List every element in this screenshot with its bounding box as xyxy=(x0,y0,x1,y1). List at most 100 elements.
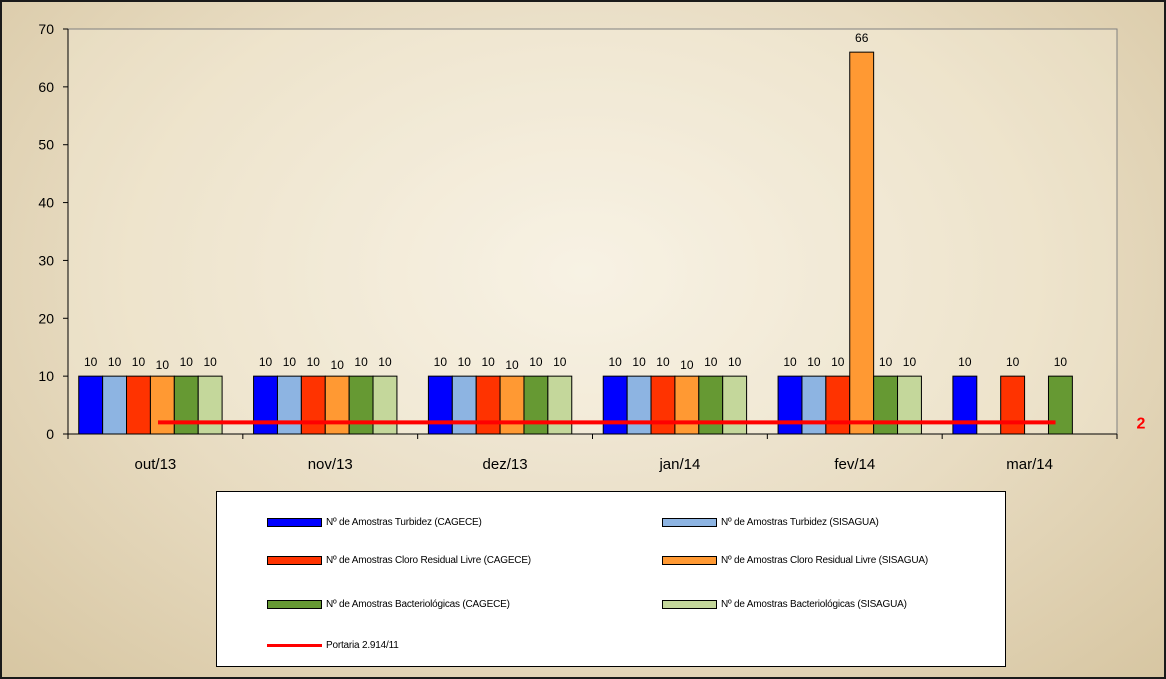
y-tick-label: 0 xyxy=(46,426,54,442)
x-tick-label: fev/14 xyxy=(834,456,875,473)
legend-label: Portaria 2.914/11 xyxy=(326,639,399,651)
bar xyxy=(126,375,151,435)
legend-item: Portaria 2.914/11 xyxy=(267,637,399,653)
legend-label: Nº de Amostras Turbidez (SISAGUA) xyxy=(721,516,879,528)
y-tick-label: 30 xyxy=(38,252,54,268)
data-label: 10 xyxy=(458,355,472,369)
data-label: 10 xyxy=(505,358,519,372)
bar xyxy=(1000,375,1026,435)
data-label: 10 xyxy=(879,355,893,369)
bar xyxy=(825,375,851,435)
x-tick-label: nov/13 xyxy=(308,456,353,473)
bar xyxy=(523,375,549,435)
bar xyxy=(849,51,875,435)
bar xyxy=(873,375,899,435)
bar xyxy=(102,375,128,435)
bar xyxy=(801,375,827,435)
data-label: 10 xyxy=(434,355,448,369)
x-tick-label: dez/13 xyxy=(483,456,528,473)
legend-item: Nº de Amostras Cloro Residual Livre (SIS… xyxy=(662,552,928,568)
data-label: 10 xyxy=(958,355,972,369)
bar xyxy=(547,375,573,435)
bar xyxy=(300,375,326,435)
x-tick-label: jan/14 xyxy=(658,456,700,473)
data-label: 10 xyxy=(203,355,217,369)
data-label: 10 xyxy=(180,355,194,369)
bar xyxy=(149,375,175,435)
data-label: 10 xyxy=(1006,355,1020,369)
legend-swatch xyxy=(267,643,322,647)
data-label: 10 xyxy=(331,358,345,372)
data-label: 10 xyxy=(354,355,368,369)
bar xyxy=(626,375,652,435)
bar xyxy=(952,375,978,435)
legend-label: Nº de Amostras Cloro Residual Livre (CAG… xyxy=(326,554,531,566)
legend-item: Nº de Amostras Bacteriológicas (CAGECE) xyxy=(267,596,510,612)
y-tick-label: 10 xyxy=(38,368,54,384)
bar xyxy=(276,375,302,435)
bar xyxy=(602,375,628,435)
bar xyxy=(427,375,453,435)
y-tick-label: 20 xyxy=(38,310,54,326)
data-label: 10 xyxy=(84,355,98,369)
legend-item: Nº de Amostras Turbidez (CAGECE) xyxy=(267,514,482,530)
reference-line-label: 2 xyxy=(1137,415,1146,432)
data-label: 10 xyxy=(156,358,170,372)
bar xyxy=(372,375,398,435)
legend-label: Nº de Amostras Cloro Residual Livre (SIS… xyxy=(721,554,928,566)
bar xyxy=(722,375,748,435)
x-tick-label: out/13 xyxy=(135,456,177,473)
bar xyxy=(777,375,803,435)
data-label: 10 xyxy=(783,355,797,369)
data-label: 10 xyxy=(283,355,297,369)
bar xyxy=(475,375,501,435)
bar xyxy=(324,375,350,435)
data-label: 10 xyxy=(553,355,567,369)
bar xyxy=(197,375,223,435)
data-label: 10 xyxy=(259,355,273,369)
bar xyxy=(674,375,700,435)
data-label: 10 xyxy=(704,355,718,369)
data-label: 10 xyxy=(529,355,543,369)
data-label: 10 xyxy=(378,355,392,369)
data-label: 10 xyxy=(307,355,321,369)
bar xyxy=(698,375,724,435)
plot-area-border xyxy=(67,28,1118,435)
legend-swatch xyxy=(267,599,322,609)
y-tick-label: 60 xyxy=(38,79,54,95)
legend-label: Nº de Amostras Bacteriológicas (CAGECE) xyxy=(326,598,510,610)
legend-item: Nº de Amostras Turbidez (SISAGUA) xyxy=(662,514,879,530)
bar xyxy=(348,375,374,435)
data-label: 10 xyxy=(481,355,495,369)
data-label: 66 xyxy=(855,31,869,45)
bar xyxy=(499,375,525,435)
y-tick-label: 70 xyxy=(38,21,54,37)
data-label: 10 xyxy=(108,355,122,369)
y-tick-label: 50 xyxy=(38,137,54,153)
data-label: 10 xyxy=(1054,355,1068,369)
legend-swatch xyxy=(267,555,322,565)
data-label: 10 xyxy=(656,355,670,369)
legend-item: Nº de Amostras Cloro Residual Livre (CAG… xyxy=(267,552,531,568)
data-label: 10 xyxy=(132,355,146,369)
data-label: 10 xyxy=(903,355,917,369)
data-label: 10 xyxy=(831,355,845,369)
bar xyxy=(78,375,104,435)
data-label: 10 xyxy=(728,355,742,369)
legend-swatch xyxy=(662,555,717,565)
data-label: 10 xyxy=(632,355,646,369)
legend-swatch xyxy=(662,517,717,527)
bar xyxy=(650,375,676,435)
chart-legend: Nº de Amostras Turbidez (CAGECE) Nº de Am… xyxy=(216,491,1006,667)
bar xyxy=(253,375,278,435)
data-label: 10 xyxy=(609,355,623,369)
bar xyxy=(897,375,922,435)
legend-swatch xyxy=(267,517,322,527)
legend-label: Nº de Amostras Turbidez (CAGECE) xyxy=(326,516,482,528)
legend-label: Nº de Amostras Bacteriológicas (SISAGUA) xyxy=(721,598,907,610)
bar xyxy=(451,375,477,435)
bar xyxy=(1047,375,1073,435)
data-label: 10 xyxy=(680,358,694,372)
bar xyxy=(173,375,199,435)
